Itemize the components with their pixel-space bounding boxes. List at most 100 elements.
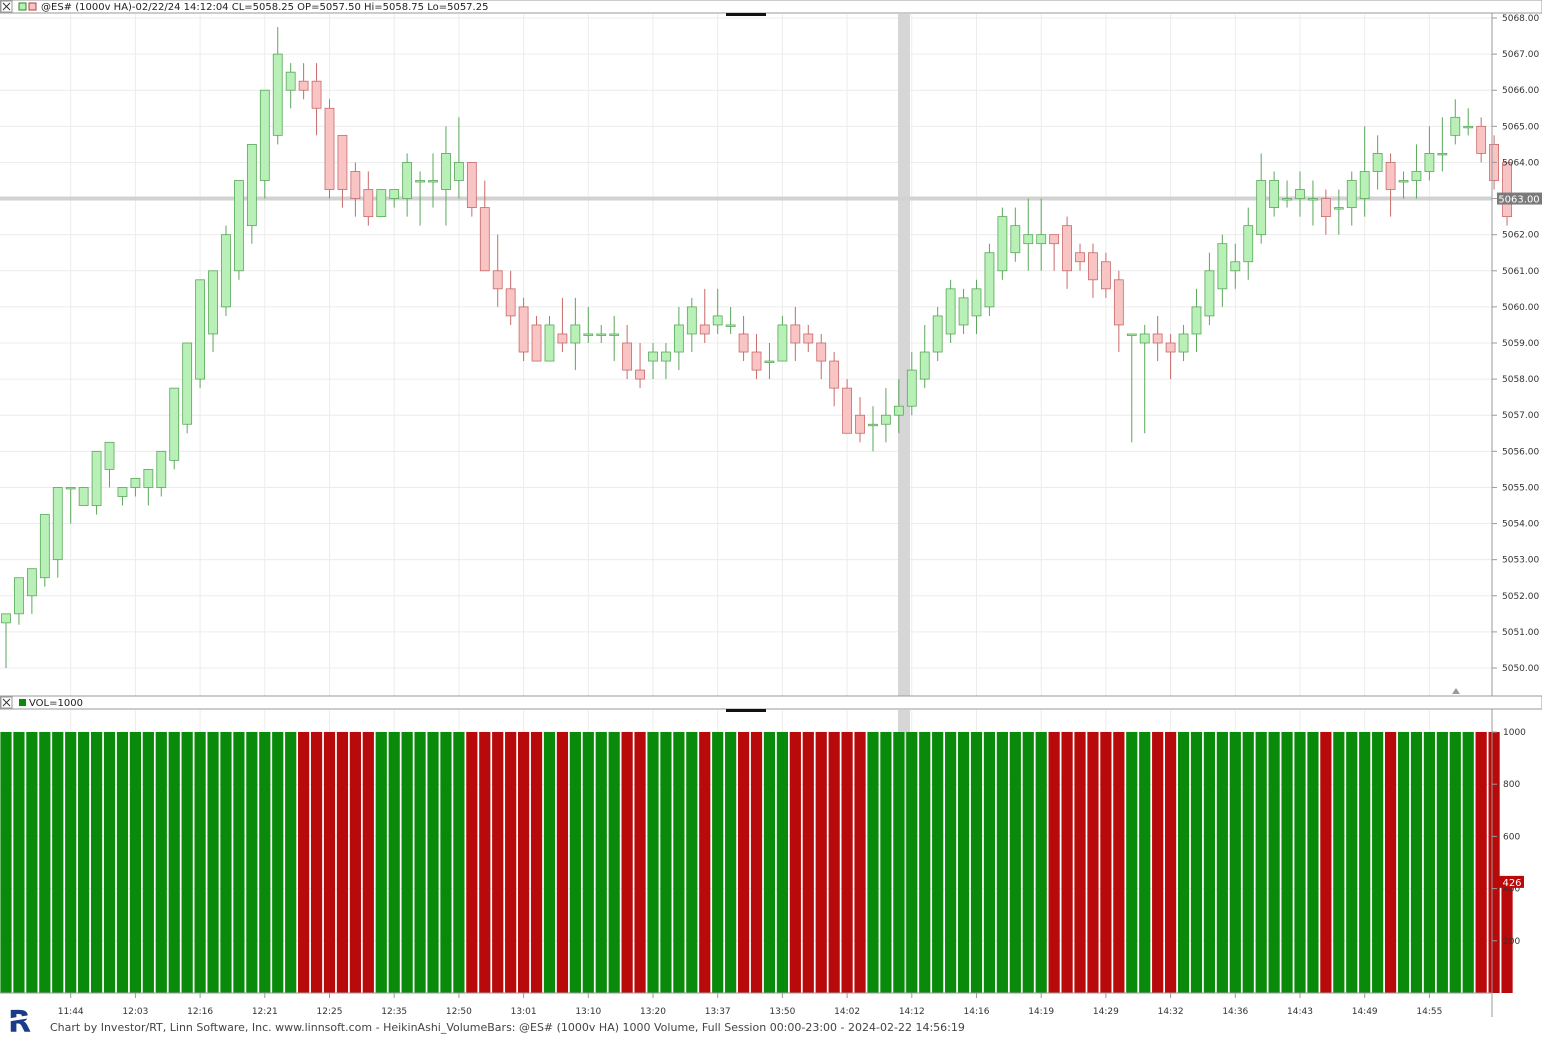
price-tick-label: 5056.00 [1502, 447, 1539, 457]
time-axis: 11:44 12:03 12:16 12:21 12:25 12:35 12:50 13:01… [58, 993, 1442, 1017]
volume-bar [1035, 732, 1047, 993]
candle [1191, 288, 1202, 353]
footer-caption: Chart by Investor/RT, Linn Software, Inc… [50, 1021, 965, 1034]
volume-bar [246, 732, 258, 993]
candle-body [958, 297, 969, 326]
candle-body [531, 324, 542, 362]
candle-body [738, 333, 749, 353]
candle [712, 288, 723, 334]
candle-body [117, 487, 128, 497]
candle-body [1023, 234, 1034, 245]
logo-letter: R [8, 1005, 31, 1035]
pane-splitter-handle[interactable] [726, 13, 766, 16]
candle [881, 388, 891, 443]
candle-body [39, 514, 50, 579]
candle [298, 63, 309, 100]
time-tick-label: 14:16 [964, 1007, 990, 1017]
price-tick-label: 5068.00 [1502, 14, 1539, 24]
candle-body [14, 577, 24, 615]
volume-bar [78, 732, 90, 993]
candle [1036, 198, 1047, 271]
candle [958, 288, 969, 334]
candle [337, 134, 348, 208]
pane-splitter-handle[interactable] [726, 709, 766, 712]
volume-bar [996, 732, 1008, 993]
candle [104, 441, 115, 488]
candle-body [363, 189, 374, 218]
volume-bar [1462, 732, 1474, 993]
time-tick-label: 12:21 [252, 1007, 278, 1017]
volume-legend-icon [19, 699, 26, 706]
candle-body [855, 414, 865, 434]
volume-bar [1372, 732, 1384, 993]
volume-tick-label: 200 [1503, 937, 1520, 947]
candle-body [466, 162, 477, 208]
candle-body [1346, 180, 1357, 208]
candle-body [91, 450, 102, 506]
candle-body [1424, 153, 1435, 172]
price-tick-label: 5062.00 [1502, 231, 1539, 241]
candle [234, 180, 244, 280]
candle [1476, 117, 1487, 163]
candle-body [26, 568, 37, 597]
candle [1450, 99, 1461, 145]
volume-pane-close-icon[interactable] [0, 696, 13, 709]
candle-body [65, 487, 76, 490]
volume-bar [323, 732, 336, 993]
time-tick-label: 14:49 [1352, 1007, 1378, 1017]
candle-body [1463, 125, 1474, 129]
candle [441, 126, 451, 226]
candle [65, 487, 76, 524]
volume-bar [880, 732, 892, 993]
candle [673, 306, 684, 371]
volume-bar [103, 732, 116, 993]
price-pane-close-icon[interactable] [0, 0, 13, 13]
volume-bar [233, 732, 245, 993]
candle [52, 487, 63, 578]
volume-bar [1294, 732, 1306, 993]
price-tick-label: 5057.00 [1502, 411, 1539, 421]
time-tick-label: 14:43 [1287, 1007, 1313, 1017]
candle [311, 63, 322, 136]
volume-bar [1488, 732, 1500, 993]
candle-body [984, 252, 995, 308]
volume-bar [789, 732, 801, 993]
volume-bar [90, 732, 103, 993]
volume-bar [181, 732, 193, 993]
candle-body [1139, 333, 1150, 344]
volume-bar [505, 732, 517, 993]
volume-bar [401, 732, 413, 993]
volume-bar [1216, 732, 1228, 993]
volume-bar [867, 732, 879, 993]
volume-bar [1126, 732, 1138, 993]
candle-body [1308, 198, 1318, 201]
volume-bar [608, 732, 620, 993]
candle [544, 315, 555, 362]
volume-bar [375, 732, 387, 993]
candle [479, 180, 490, 272]
candle [699, 288, 710, 343]
candle-body [518, 306, 529, 353]
volume-bar [1087, 732, 1099, 993]
volume-bar [725, 732, 737, 993]
volume-bar [440, 732, 452, 993]
candle-body [1178, 333, 1189, 353]
candle-body [505, 288, 516, 317]
candle-body [790, 324, 801, 344]
candle [1010, 207, 1021, 262]
time-tick-label: 14:55 [1416, 1007, 1442, 1017]
candle-body [246, 143, 257, 227]
candle-body [441, 153, 451, 190]
volume-bar [1320, 732, 1332, 993]
volume-bar [1009, 732, 1021, 993]
price-tick-label: 5051.00 [1502, 628, 1539, 638]
volume-bar [13, 732, 25, 993]
candle [1139, 324, 1150, 434]
volume-bar [828, 732, 840, 993]
candle-body [1243, 225, 1254, 263]
scroll-marker-icon[interactable] [1452, 688, 1460, 694]
candle [1230, 243, 1241, 289]
volume-bar [310, 732, 323, 993]
candle [893, 379, 904, 434]
candle [324, 99, 335, 199]
